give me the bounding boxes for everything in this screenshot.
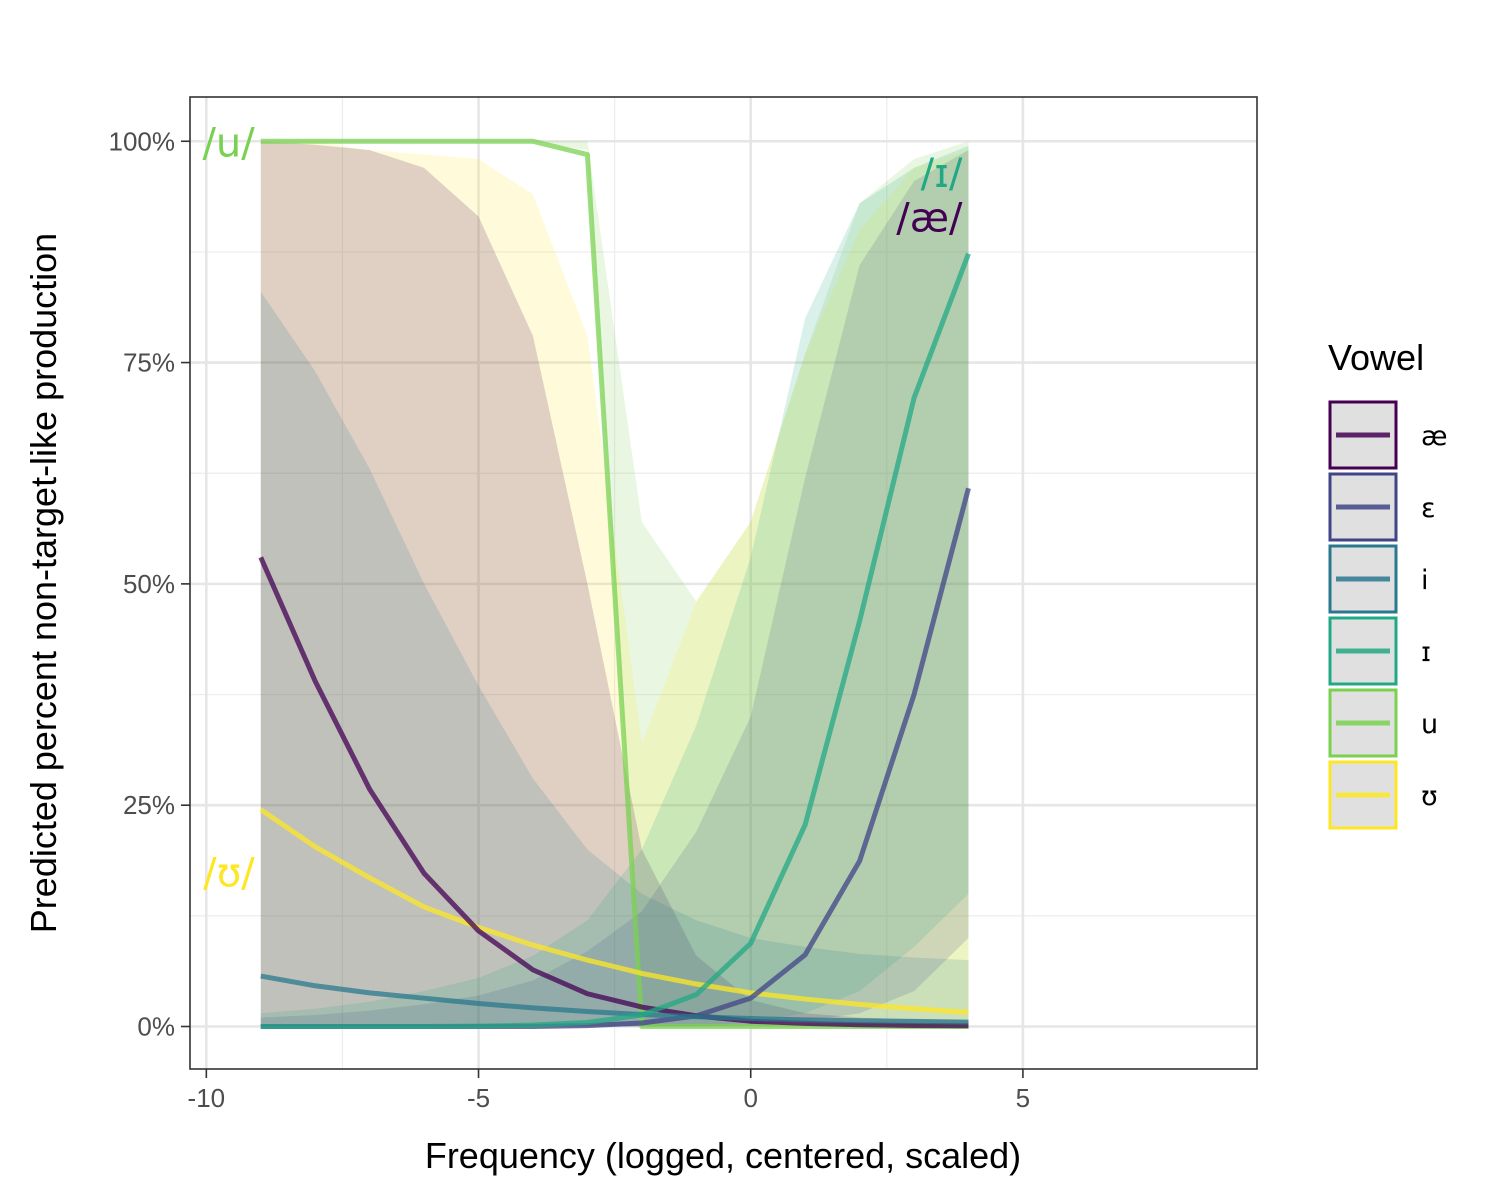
legend-label-ae: æ [1421, 421, 1448, 452]
legend-label-epsilon: ɛ [1421, 493, 1436, 524]
y-axis-title: Predicted percent non-target-like produc… [23, 233, 64, 933]
x-tick-label: -10 [188, 1083, 226, 1113]
legend-title: Vowel [1328, 337, 1424, 378]
axes: -10 -5 0 50%25%50%75%100% [109, 126, 1031, 1113]
annotation-label: /u/ [202, 120, 255, 166]
panel-border [189, 96, 1258, 1070]
line-upsilon [259, 807, 969, 1015]
legend-label-upsilon: ʊ [1421, 781, 1438, 812]
y-tick-label: 0% [137, 1012, 175, 1042]
legend-label-u: u [1421, 709, 1438, 740]
x-tick-label: 0 [743, 1083, 757, 1113]
series-lines [258, 138, 971, 1030]
x-axis-title: Frequency (logged, centered, scaled) [425, 1135, 1021, 1176]
grid [190, 97, 1257, 1069]
line-ae [258, 556, 969, 1029]
annotations: /u/ /ʊ/ /ɪ//æ/ [202, 120, 963, 896]
ribbon-i [260, 291, 969, 1027]
ribbon-epsilon [260, 150, 969, 1027]
ribbon-small-cap-i [260, 145, 969, 1027]
annotation-label: /ɪ/ [921, 151, 963, 197]
y-tick-label: 25% [123, 790, 175, 820]
legend-label-small-cap-i: ɪ [1421, 637, 1431, 668]
y-tick-label: 50% [123, 569, 175, 599]
line-small-cap-i [260, 252, 971, 1030]
annotation-label: /ʊ/ [203, 851, 255, 897]
ribbon-ae [260, 141, 969, 1027]
y-tick-label: 100% [109, 126, 176, 156]
line-i [260, 973, 969, 1025]
x-tick-label: -5 [467, 1083, 490, 1113]
y-tick-label: 75% [123, 348, 175, 378]
legend-label-i: i [1421, 565, 1429, 596]
annotation-label: /æ/ [896, 196, 963, 242]
x-tick-label: 5 [1016, 1083, 1030, 1113]
legend: Vowel æ ɛ i ɪ u ʊ [1328, 337, 1448, 830]
